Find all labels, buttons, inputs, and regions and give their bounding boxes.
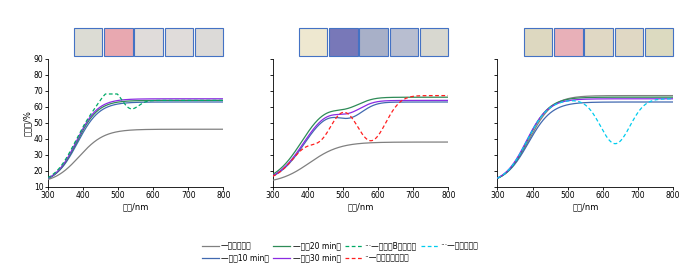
Y-axis label: 反射率/%: 反射率/% bbox=[23, 110, 32, 136]
FancyBboxPatch shape bbox=[299, 28, 327, 56]
FancyBboxPatch shape bbox=[420, 28, 448, 56]
FancyBboxPatch shape bbox=[554, 28, 583, 56]
FancyBboxPatch shape bbox=[524, 28, 552, 56]
FancyBboxPatch shape bbox=[645, 28, 673, 56]
FancyBboxPatch shape bbox=[584, 28, 613, 56]
FancyBboxPatch shape bbox=[615, 28, 643, 56]
FancyBboxPatch shape bbox=[329, 28, 358, 56]
FancyBboxPatch shape bbox=[165, 28, 193, 56]
FancyBboxPatch shape bbox=[390, 28, 418, 56]
X-axis label: 波长/nm: 波长/nm bbox=[347, 203, 373, 212]
X-axis label: 波长/nm: 波长/nm bbox=[122, 203, 149, 212]
FancyBboxPatch shape bbox=[135, 28, 163, 56]
FancyBboxPatch shape bbox=[195, 28, 223, 56]
FancyBboxPatch shape bbox=[74, 28, 103, 56]
Legend: —原始涂层；, —光照10 min；, —光照20 min；, —光照30 min；, ···—罗丹明B污染后；, ··—甲基紫污染后；, ···—果汁污染后: —原始涂层；, —光照10 min；, —光照20 min；, —光照30 mi… bbox=[201, 241, 479, 263]
X-axis label: 波长/nm: 波长/nm bbox=[572, 203, 598, 212]
FancyBboxPatch shape bbox=[359, 28, 388, 56]
FancyBboxPatch shape bbox=[104, 28, 133, 56]
